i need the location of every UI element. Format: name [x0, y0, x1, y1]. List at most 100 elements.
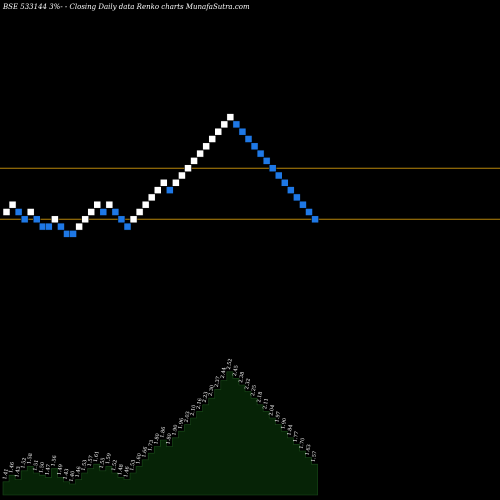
- volume-label: 2.32: [244, 378, 252, 390]
- renko-brick-down: [20, 215, 29, 224]
- renko-brick-down: [262, 157, 271, 165]
- renko-brick-down: [281, 179, 289, 187]
- volume-label: 1.96: [178, 418, 186, 430]
- renko-brick-up: [87, 208, 95, 216]
- volume-label: 1.66: [141, 446, 149, 458]
- volume-label: 1.46: [8, 462, 16, 474]
- volume-label: 1.43: [63, 468, 71, 480]
- renko-brick-up: [135, 208, 144, 216]
- volume-label: 1.57: [311, 451, 319, 463]
- renko-brick-up: [220, 120, 229, 129]
- volume-label: 1.60: [135, 453, 143, 465]
- volume-label: 1.63: [305, 444, 313, 456]
- renko-brick-down: [238, 127, 247, 136]
- renko-brick-up: [141, 200, 150, 209]
- renko-brick-up: [202, 142, 210, 151]
- renko-brick-down: [33, 215, 41, 224]
- volume-label: 1.56: [50, 455, 58, 467]
- renko-brick-down: [287, 186, 295, 194]
- renko-brick-up: [147, 193, 156, 202]
- renko-brick-down: [123, 222, 132, 231]
- volume-label: 1.73: [147, 440, 155, 452]
- volume-label: 1.49: [57, 464, 65, 476]
- volume-label: 2.38: [238, 371, 246, 383]
- renko-brick-down: [166, 186, 174, 194]
- renko-brick-down: [244, 135, 253, 143]
- renko-brick-up: [26, 208, 35, 216]
- renko-brick-up: [154, 186, 162, 194]
- renko-brick-up: [8, 200, 17, 209]
- renko-brick-down: [45, 222, 53, 231]
- renko-brick-down: [268, 164, 277, 172]
- renko-brick-up: [196, 149, 204, 158]
- volume-label: 1.80: [153, 433, 161, 445]
- volume-label: 2.25: [250, 385, 258, 397]
- volume-label: 1.46: [123, 466, 131, 478]
- volume-label: 1.41: [2, 468, 10, 480]
- renko-brick-down: [57, 222, 65, 231]
- renko-brick-up: [105, 200, 114, 209]
- renko-brick-down: [311, 215, 319, 224]
- volume-label: 1.43: [14, 466, 22, 478]
- renko-brick-up: [172, 179, 180, 187]
- renko-brick-down: [232, 120, 241, 129]
- volume-label: 2.04: [268, 404, 276, 416]
- renko-brick-up: [93, 200, 101, 209]
- volume-label: 1.51: [32, 459, 40, 471]
- renko-brick-up: [190, 157, 198, 165]
- renko-brick-down: [117, 215, 126, 224]
- volume-label: 2.16: [196, 398, 204, 410]
- volume-label: 1.80: [165, 433, 173, 445]
- volume-label: 2.37: [214, 376, 222, 388]
- renko-brick-down: [69, 230, 77, 238]
- volume-label: 1.86: [159, 426, 167, 438]
- volume-label: 1.50: [38, 462, 46, 474]
- volume-label: 2.30: [208, 385, 216, 397]
- renko-brick-up: [184, 164, 192, 172]
- renko-brick-down: [275, 171, 283, 180]
- volume-label: 2.10: [190, 404, 198, 416]
- volume-label: 1.40: [69, 470, 77, 482]
- volume-label: 1.90: [280, 418, 288, 430]
- volume-label: 1.47: [44, 464, 52, 476]
- renko-brick-down: [305, 208, 313, 216]
- volume-label: 1.58: [26, 453, 34, 465]
- chart-title: BSE 533144 3%- - Closing Daily data Renk…: [2, 3, 250, 11]
- volume-label: 1.57: [87, 455, 95, 467]
- renko-brick-up: [75, 222, 83, 231]
- volume-label: 1.97: [274, 411, 282, 423]
- volume-label: 1.90: [171, 424, 179, 436]
- volume-label: 1.52: [20, 457, 28, 469]
- renko-bricks: [2, 113, 319, 238]
- volume-label: 1.59: [105, 453, 113, 465]
- volume-label: 2.44: [220, 367, 228, 379]
- volume-label: 1.61: [93, 451, 101, 463]
- volume-area-path: [2, 371, 318, 496]
- renko-brick-up: [81, 215, 89, 224]
- renko-brick-down: [293, 193, 301, 202]
- renko-brick-up: [208, 135, 216, 143]
- renko-brick-down: [14, 208, 23, 216]
- volume-label: 2.45: [232, 365, 240, 377]
- renko-brick-up: [226, 113, 235, 121]
- volume-label: 1.84: [286, 424, 294, 436]
- renko-brick-down: [256, 149, 265, 158]
- volume-label: 1.46: [75, 466, 83, 478]
- renko-brick-down: [99, 208, 108, 216]
- renko-brick-up: [214, 127, 222, 136]
- volume-label: 2.11: [262, 398, 270, 410]
- renko-brick-down: [299, 200, 307, 209]
- volume-label: 2.52: [226, 358, 234, 370]
- volume-label: 1.48: [117, 464, 125, 476]
- renko-brick-down: [250, 142, 259, 151]
- volume-label: 2.23: [202, 391, 210, 403]
- renko-brick-up: [178, 171, 186, 180]
- renko-brick-up: [160, 179, 168, 187]
- volume-label: 1.52: [111, 459, 119, 471]
- volume-label: 1.77: [292, 431, 300, 443]
- volume-label: 2.03: [184, 411, 192, 423]
- volume-label: 1.53: [81, 459, 89, 471]
- renko-brick-up: [2, 208, 11, 216]
- renko-brick-up: [51, 215, 59, 224]
